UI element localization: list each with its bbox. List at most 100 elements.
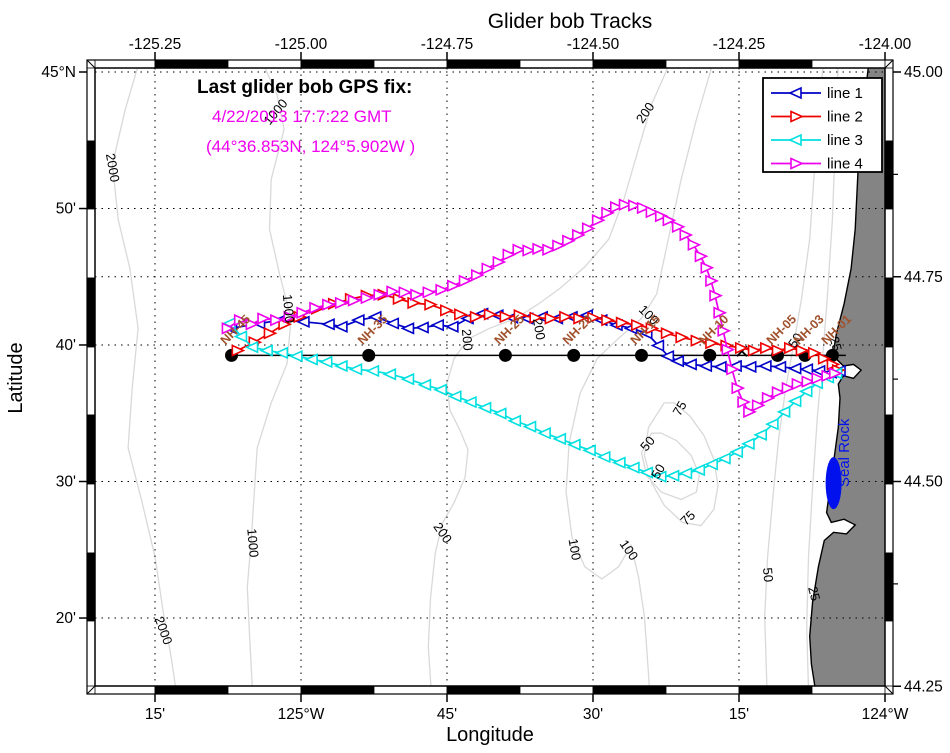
border-segment [884,277,894,348]
axis-tick-labels: -125.25 -125.00 -124.75 -124.50 -124.25 -124.… [41,36,943,723]
glider-track-line-3[interactable] [221,317,843,483]
legend-item-line-3[interactable]: line 3 [771,132,863,149]
track-marker-icon [665,469,680,483]
track-marker-icon [477,401,492,415]
legend-item-line-2[interactable]: line 2 [771,109,863,126]
isobath-1000m [246,68,292,686]
track-marker-icon [221,322,236,335]
isobath-200m [427,68,669,686]
station-dot-NH-20[interactable] [567,348,581,362]
depth-label-50: 50 [648,461,668,481]
track-marker-icon [542,243,556,256]
track-marker-icon [581,222,596,235]
depth-label-1000: 1000 [280,294,297,324]
track-marker-icon [694,250,709,263]
track-marker-icon [596,450,611,464]
track-marker-icon [601,313,615,327]
track-marker-icon [481,262,496,275]
track-marker-icon [618,198,633,211]
x-axis-title: Longitude [446,724,534,746]
station-dot-NH-35[interactable] [362,348,376,362]
track-marker-icon [639,466,654,479]
border-corner [86,685,96,695]
track-marker-icon [415,321,429,334]
track-marker-icon [751,399,766,412]
track-marker-icon [690,334,705,347]
border-segment [300,685,375,695]
track-marker-icon [463,395,477,409]
depth-label-200: 200 [430,520,455,546]
track-marker-icon [821,369,836,383]
legend-item-line-4[interactable]: line 4 [771,156,863,173]
right-axis-label: 45.00 [904,64,943,81]
track-marker-icon [522,420,537,433]
track-marker-icon [296,306,311,320]
track-marker-icon [400,372,415,386]
right-axis-label: 44.25 [904,678,943,695]
station-dot-NH-15[interactable] [634,348,648,362]
legend: line 1 line 2 line 3 line 4 [762,77,883,173]
track-marker-icon [263,327,278,340]
track-marker-icon [776,405,791,419]
legend-marker-icon [788,133,802,147]
depth-label-75: 75 [669,398,689,418]
border-segment [86,208,96,279]
track-marker-icon [360,291,375,305]
bottom-axis-label: 15' [729,706,749,723]
border-segment [665,59,740,69]
station-dot-NH-25[interactable] [498,348,512,362]
track-marker-icon [562,234,576,247]
border-segment [884,552,894,622]
track-marker-icon [628,199,642,212]
track-marker-icon [645,205,660,219]
top-axis-label: -124.25 [713,36,766,53]
bottom-axis-label: 125°W [278,706,325,723]
track-marker-icon [787,394,802,408]
track-marker-icon [422,286,437,299]
track-marker-icon [760,341,774,355]
top-axis-label: -125.00 [275,36,328,53]
track-marker-icon [318,355,333,369]
track-marker-icon [283,310,298,324]
track-marker-icon [347,294,362,307]
track-marker-icon [544,312,559,325]
track-marker-icon [753,428,767,442]
track-marker-icon [705,274,719,288]
border-segment [86,277,96,348]
legend-marker-icon [788,86,802,100]
track-marker-icon [670,354,685,368]
border-segment [94,685,156,695]
border-segment [446,685,521,695]
track-marker-icon [333,320,348,333]
track-marker-icon [729,445,744,459]
track-marker-icon [348,363,363,376]
legend-item-line-1[interactable]: line 1 [771,85,863,102]
glider-track-line-4[interactable] [221,198,843,419]
track-marker-icon [671,220,686,234]
track-marker-icon [417,378,432,392]
track-marker-icon [552,432,567,446]
seal-rock-blob [825,457,842,510]
track-marker-icon [257,312,271,325]
border-segment [592,59,667,69]
track-marker-icon [645,322,660,335]
track-marker-icon [492,255,507,269]
track-marker-icon [430,318,445,332]
depth-label-50: 50 [637,433,658,454]
graticule-grid [95,68,885,686]
station-dot-NH-10[interactable] [703,348,717,362]
track-marker-icon [309,301,323,315]
bottom-axis-label: 30' [583,706,603,723]
track-marker-icon [771,344,786,357]
bottom-axis-label: 45' [437,706,457,723]
border-segment [811,685,886,695]
border-inner [94,67,886,687]
depth-label-1000: 1000 [244,528,261,558]
border-segment [86,346,96,416]
border-segment [373,59,448,69]
track-marker-icon [787,362,802,375]
track-marker-icon [532,242,547,256]
track-marker-icon [386,285,401,298]
border-segment [519,59,594,69]
isobath-2000m [111,68,177,686]
